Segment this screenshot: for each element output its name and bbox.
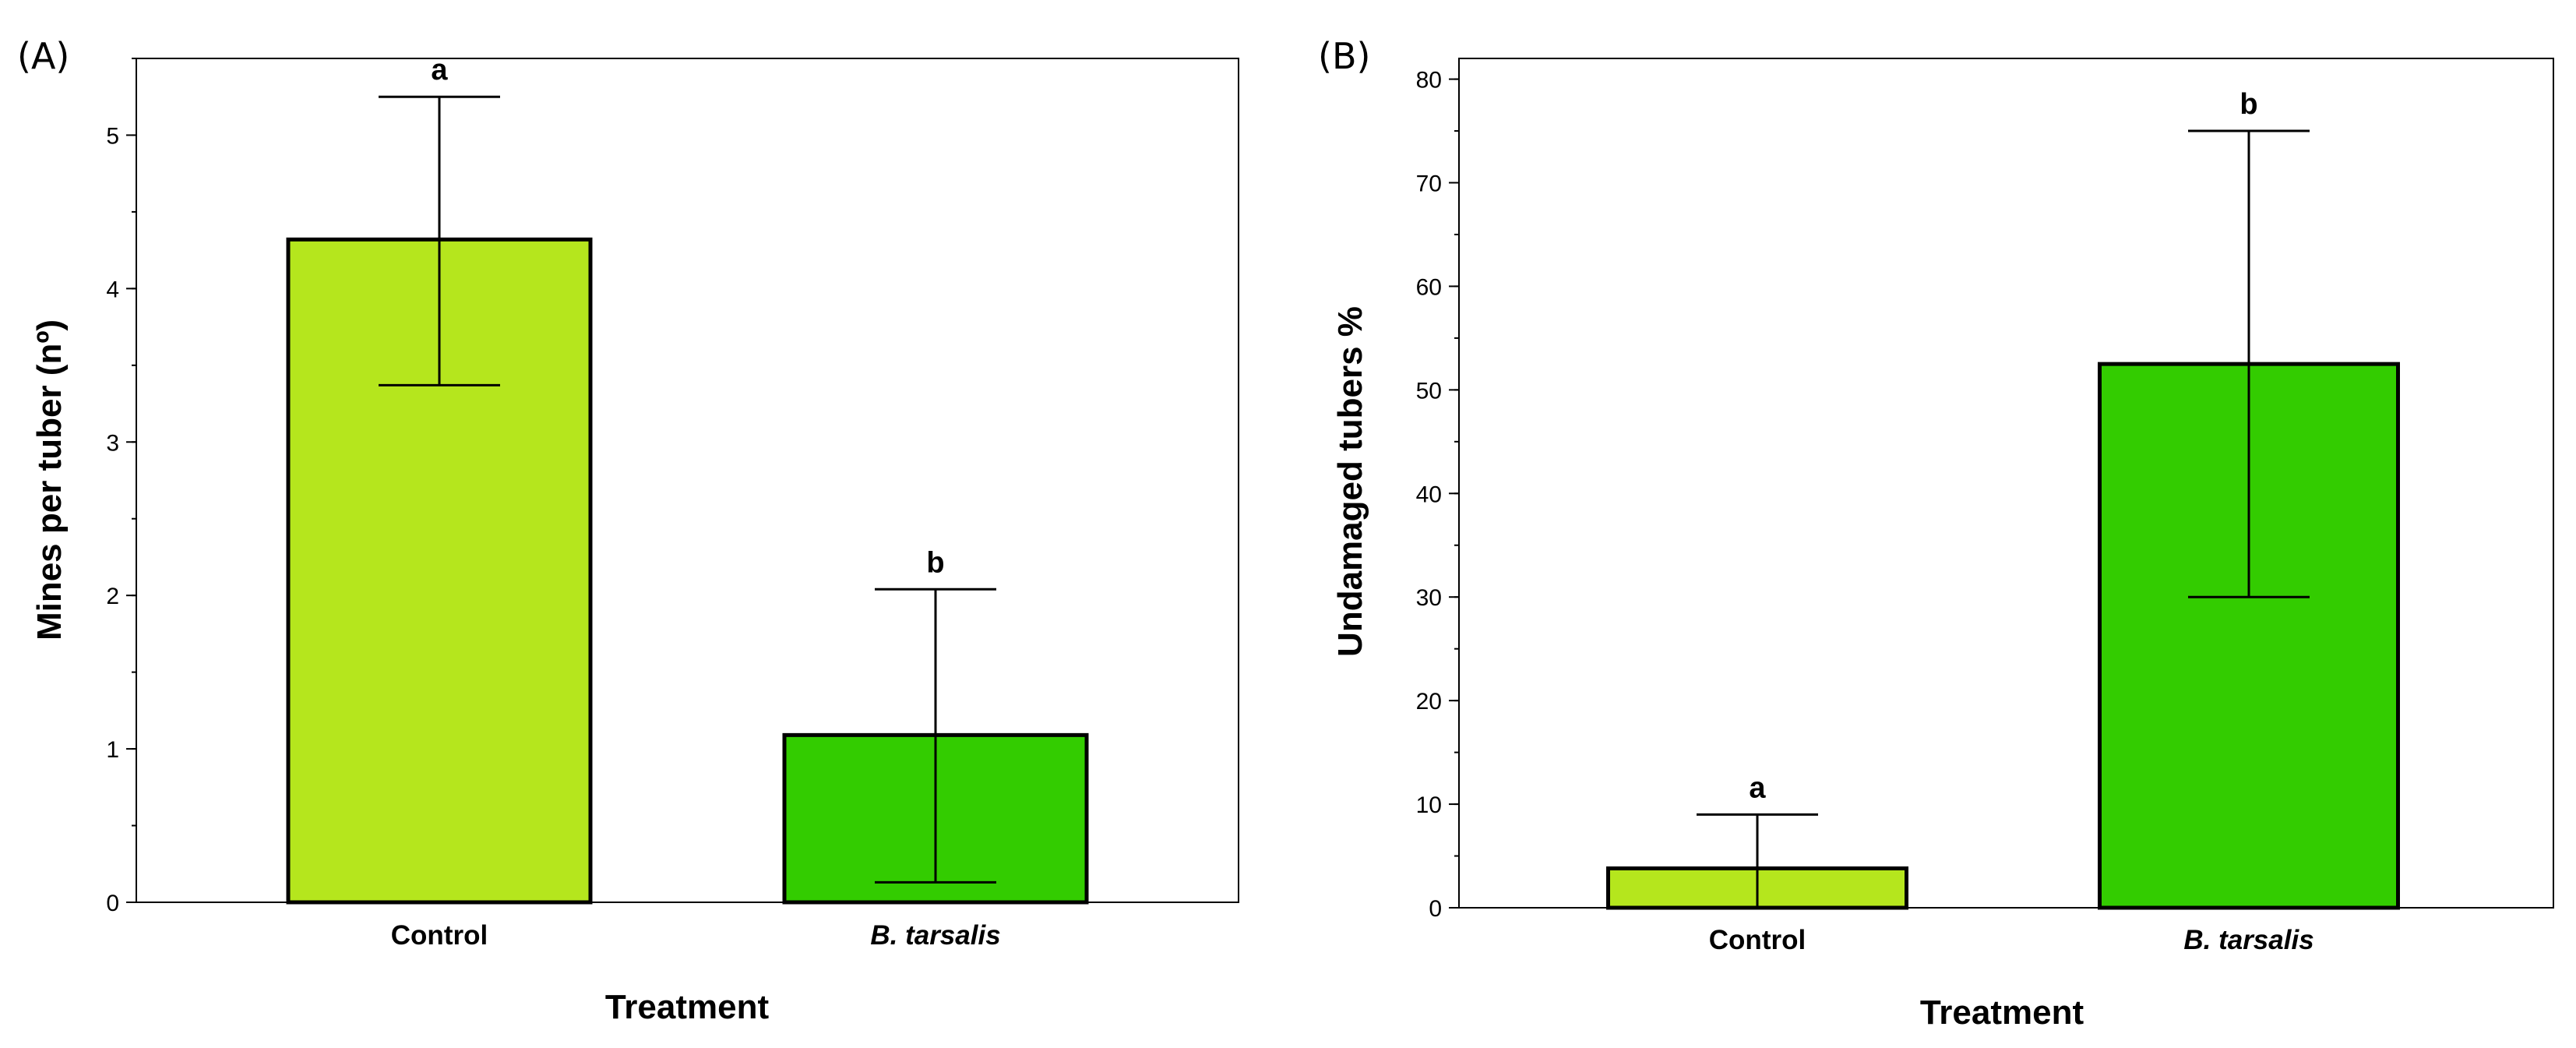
y-tick-label: 1 bbox=[106, 737, 119, 763]
y-tick-label: 5 bbox=[106, 123, 119, 149]
y-tick-label: 70 bbox=[1416, 171, 1442, 197]
x-category-label: Control bbox=[1709, 925, 1806, 955]
x-category-label: B. tarsalis bbox=[2183, 925, 2313, 955]
plot-frame bbox=[1458, 58, 2554, 909]
y-tick-label: 0 bbox=[106, 891, 119, 916]
bars bbox=[286, 237, 1089, 905]
y-tick-label: 0 bbox=[1429, 896, 1442, 922]
x-axis-categories: Control B. tarsalis bbox=[1709, 925, 2314, 955]
panel-label-b: (B) bbox=[1318, 35, 1370, 77]
significance-label: a bbox=[431, 54, 448, 86]
x-axis-categories: Control B. tarsalis bbox=[391, 920, 1001, 951]
y-tick-label: 3 bbox=[106, 430, 119, 456]
y-axis: 0 10 20 30 40 50 60 70 80 bbox=[1416, 68, 1459, 922]
y-axis: 0 1 2 3 4 5 bbox=[106, 58, 136, 916]
y-tick-label: 50 bbox=[1416, 378, 1442, 404]
error-bars bbox=[379, 95, 996, 884]
y-tick-label: 60 bbox=[1416, 274, 1442, 300]
significance-label: b bbox=[926, 546, 944, 579]
x-category-label: B. tarsalis bbox=[870, 920, 1000, 951]
y-tick-label: 4 bbox=[106, 277, 119, 302]
x-axis-title: Treatment bbox=[605, 988, 770, 1026]
plot-frame bbox=[136, 58, 1239, 903]
significance-label: a bbox=[1749, 771, 1766, 804]
significance-labels: ab bbox=[431, 54, 944, 579]
significance-labels: ab bbox=[1749, 88, 2257, 804]
significance-label: b bbox=[2239, 88, 2257, 121]
y-tick-label: 40 bbox=[1416, 482, 1442, 507]
y-tick-label: 2 bbox=[106, 584, 119, 609]
panel-label-a: (A) bbox=[17, 35, 69, 77]
bars bbox=[1606, 362, 2400, 910]
error-bars bbox=[1697, 129, 2310, 908]
y-tick-label: 80 bbox=[1416, 68, 1442, 94]
y-axis-title: Mines per tuber (nº) bbox=[30, 319, 69, 640]
y-tick-label: 30 bbox=[1416, 585, 1442, 611]
y-axis-title: Undamaged tubers % bbox=[1331, 306, 1369, 657]
y-tick-label: 20 bbox=[1416, 689, 1442, 715]
x-axis-title: Treatment bbox=[1920, 993, 2084, 1032]
y-tick-label: 10 bbox=[1416, 792, 1442, 818]
x-category-label: Control bbox=[391, 920, 488, 951]
